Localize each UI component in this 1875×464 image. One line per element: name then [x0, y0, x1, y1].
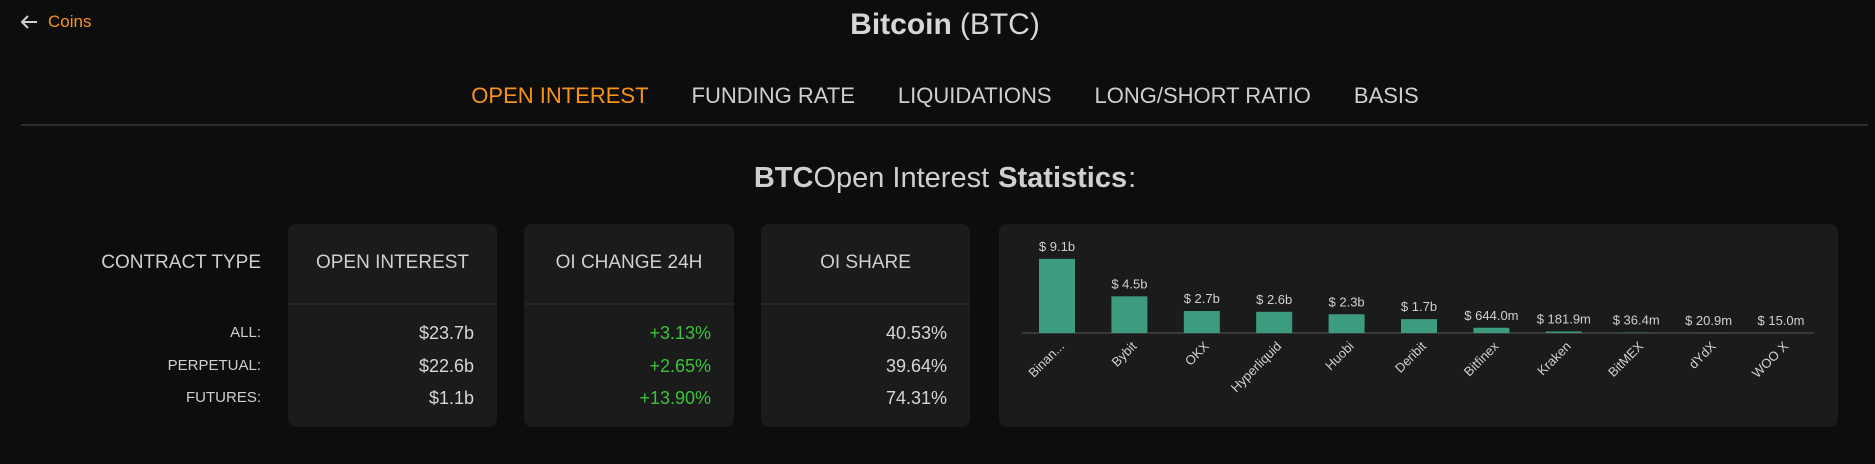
data-label: $ 15.0m — [1758, 313, 1805, 328]
section-metric: Open Interest — [813, 162, 990, 194]
x-tick-label: BitMEX — [1605, 338, 1646, 379]
title-symbol: (BTC) — [959, 8, 1040, 41]
bar — [1328, 314, 1365, 333]
title-name: Bitcoin — [850, 8, 952, 41]
x-tick-label: Bybit — [1108, 338, 1139, 369]
divider — [21, 124, 1868, 126]
back-label: Coins — [48, 12, 92, 31]
x-tick-label: dYdX — [1686, 338, 1719, 371]
x-tick-label: Hyperliquid — [1228, 339, 1285, 396]
cell: 74.31% — [885, 388, 947, 408]
x-tick-label: Bitfinex — [1461, 338, 1502, 379]
bar — [1183, 310, 1220, 333]
back-link[interactable]: Coins — [20, 12, 91, 32]
section-emphasis: Statistics — [998, 162, 1128, 194]
stat-card: OI SHARE 40.53% 39.64% 74.31% — [761, 224, 970, 427]
column-header: OI SHARE — [820, 252, 911, 273]
bar — [1401, 319, 1437, 333]
column-header: CONTRACT TYPE — [101, 252, 261, 273]
stat-card: OPEN INTEREST $23.7b $22.6b $1.1b — [288, 224, 497, 427]
back-arrow — [20, 15, 37, 29]
bar — [1039, 258, 1075, 333]
cell: +3.13% — [649, 323, 711, 343]
cell: +13.90% — [639, 388, 711, 408]
tab[interactable]: LONG/SHORT RATIO — [1094, 83, 1311, 108]
bar — [1256, 311, 1293, 333]
cell: 39.64% — [885, 356, 947, 376]
cell: +2.65% — [649, 356, 711, 376]
data-label: $ 20.9m — [1685, 313, 1732, 328]
page-title: Bitcoin (BTC) — [0, 8, 1875, 42]
tab[interactable]: LIQUIDATIONS — [897, 83, 1052, 108]
header-separator — [761, 303, 970, 305]
row-label: ALL: — [230, 324, 261, 341]
x-tick-label: Kraken — [1534, 339, 1574, 379]
tab-bar: OPEN INTEREST FUNDING RATE LIQUIDATIONS LON… — [0, 83, 1875, 109]
x-tick-label: Huobi — [1322, 338, 1357, 373]
tab[interactable]: BASIS — [1353, 83, 1419, 108]
x-tick-label: Binan... — [1025, 339, 1067, 381]
cell: $22.6b — [418, 356, 474, 376]
data-label: $ 2.7b — [1184, 291, 1220, 306]
column-header: OPEN INTEREST — [315, 252, 470, 273]
stat-card: OI CHANGE 24H +3.13% +2.65% +13.90% — [524, 224, 734, 427]
header-separator — [288, 303, 497, 305]
section-suffix: : — [1128, 162, 1137, 194]
chart-card: $ 9.1b Binan... $ 4.5b Bybit $ 2.7b OKX $ 2.6b… — [999, 224, 1838, 427]
x-tick-label: Deribit — [1392, 338, 1429, 375]
bar — [1473, 327, 1510, 333]
data-label: $ 2.3b — [1329, 294, 1365, 309]
section-title: BTCOpen Interest Statistics: — [0, 162, 1875, 195]
data-label: $ 181.9m — [1537, 312, 1591, 327]
tab[interactable]: OPEN INTEREST — [471, 83, 649, 108]
data-label: $ 2.6b — [1256, 292, 1292, 307]
cell: $1.1b — [428, 388, 474, 408]
data-label: $ 644.0m — [1464, 308, 1518, 323]
data-label: $ 36.4m — [1613, 313, 1660, 328]
data-label: $ 9.1b — [1039, 239, 1075, 254]
section-coin: BTC — [753, 162, 814, 194]
row-label: FUTURES: — [186, 389, 261, 406]
chart: $ 9.1b Binan... $ 4.5b Bybit $ 2.7b OKX $ 2.6b… — [1022, 239, 1814, 396]
column-header: OI CHANGE 24H — [555, 252, 703, 273]
bar — [1545, 331, 1582, 333]
tab[interactable]: FUNDING RATE — [691, 83, 855, 108]
data-label: $ 4.5b — [1111, 276, 1147, 291]
header-separator — [524, 303, 734, 305]
x-tick-label: OKX — [1182, 338, 1212, 368]
bar — [1111, 296, 1148, 333]
cell: 40.53% — [885, 323, 947, 343]
data-label: $ 1.7b — [1401, 299, 1437, 314]
cell: $23.7b — [418, 323, 474, 343]
x-tick-label: WOO X — [1749, 338, 1792, 381]
row-label: PERPETUAL: — [167, 357, 261, 374]
